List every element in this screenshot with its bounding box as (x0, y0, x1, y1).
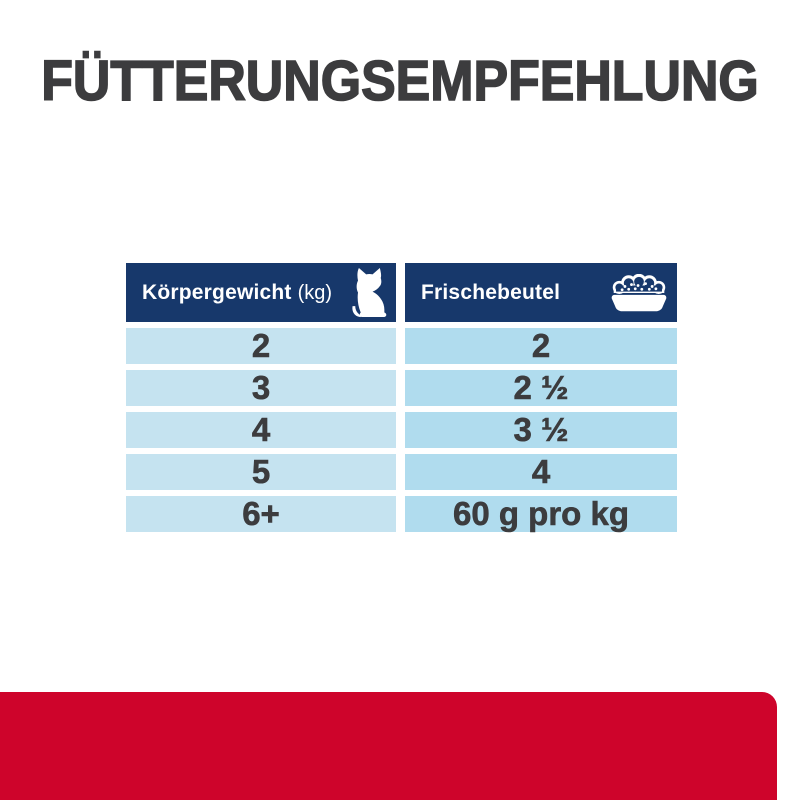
header-body-weight: Körpergewicht (kg) (126, 263, 396, 322)
weight-cell: 4 (126, 411, 396, 448)
feeding-table: Körpergewicht (kg) Frischebeutel (126, 263, 677, 532)
header-pouches-text: Frischebeutel (421, 281, 609, 305)
weight-cell: 5 (126, 453, 396, 490)
page-title: FÜTTERUNGSEMPFEHLUNG (41, 49, 760, 113)
header-body-weight-label: Körpergewicht (142, 280, 292, 304)
weight-cell: 3 (126, 369, 396, 406)
brand-red-band (0, 692, 777, 800)
header-body-weight-text: Körpergewicht (kg) (142, 281, 348, 305)
pouches-cell: 2 ½ (405, 369, 677, 406)
header-pouches-label: Frischebeutel (421, 280, 561, 304)
pouches-cell: 3 ½ (405, 411, 677, 448)
weight-cell: 6+ (126, 495, 396, 532)
cat-icon (348, 266, 388, 319)
header-pouches: Frischebeutel (405, 263, 677, 322)
weight-cell: 2 (126, 327, 396, 364)
pouches-cell: 60 g pro kg (405, 495, 677, 532)
food-bowl-icon (609, 273, 669, 312)
pouches-cell: 4 (405, 453, 677, 490)
header-body-weight-unit: (kg) (297, 281, 333, 304)
pouches-cell: 2 (405, 327, 677, 364)
